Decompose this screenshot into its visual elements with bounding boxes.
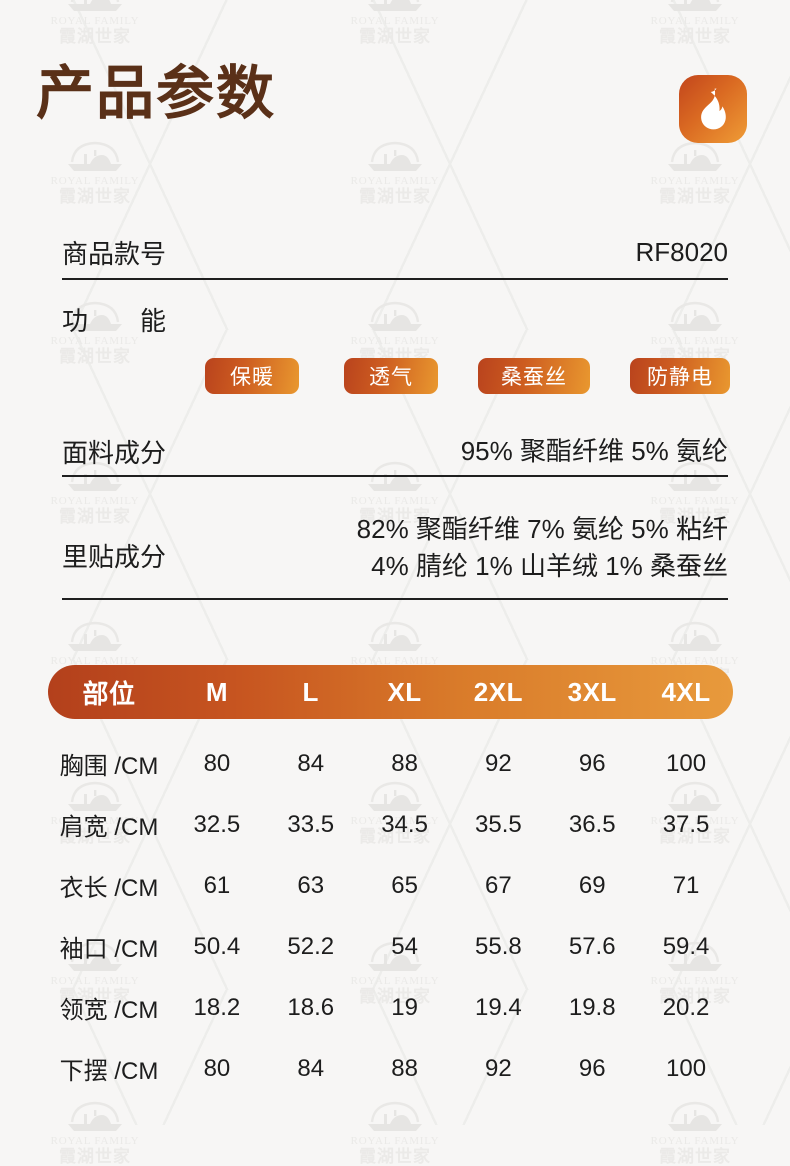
table-row-label: 胸围 /CM: [59, 753, 159, 780]
spec-row-model: 商品款号 RF8020: [62, 234, 728, 274]
table-cell: 100: [666, 1054, 707, 1082]
table-cell: 92: [485, 1054, 512, 1082]
size-table-header: 部位 M L XL 2XL 3XL 4XL: [48, 665, 733, 719]
table-row-label: 肩宽 /CM: [59, 814, 159, 841]
watermark-brand-en: ROYAL FAMILY: [350, 1135, 440, 1147]
size-table-body: 胸围 /CM 80 84 88 92 96 100 肩宽 /CM 32.5 33.5 34.5 35.…: [48, 733, 733, 1099]
table-cell: 32.5: [193, 810, 241, 838]
table-row: 胸围 /CM 80 84 88 92 96 100: [48, 733, 733, 794]
spec-label-lining: 里贴成分: [62, 542, 167, 572]
spec-value-fabric: 95% 聚酯纤维 5% 氨纶: [460, 436, 728, 466]
table-cell: 33.5: [287, 810, 335, 838]
table-cell: 36.5: [568, 810, 616, 838]
table-cell: 35.5: [475, 810, 522, 838]
table-row: 下摆 /CM 80 84 88 92 96 100: [48, 1038, 733, 1099]
spec-label-fabric: 面料成分: [62, 438, 167, 468]
table-cell: 52.2: [287, 932, 335, 960]
size-table-col-part: 部位: [82, 678, 136, 709]
table-cell: 65: [391, 871, 418, 899]
table-cell: 80: [203, 1054, 231, 1082]
table-cell: 63: [297, 871, 325, 899]
table-row-label: 衣长 /CM: [59, 875, 159, 902]
size-table-col-m: M: [205, 676, 228, 707]
size-table-col-3xl: 3XL: [567, 676, 617, 707]
table-row: 肩宽 /CM 32.5 33.5 34.5 35.5 36.5 37.5: [48, 794, 733, 855]
size-table-col-4xl: 4XL: [661, 676, 711, 707]
watermark-brand-en: ROYAL FAMILY: [650, 1135, 740, 1147]
table-cell: 71: [672, 871, 700, 899]
table-cell: 84: [297, 749, 325, 777]
spec-row-lining: 里贴成分 82% 聚酯纤维 7% 氨纶 5% 粘纤 4% 腈纶 1% 山羊绒 1…: [62, 511, 728, 587]
spec-label-model: 商品款号: [62, 239, 167, 269]
size-table-col-2xl: 2XL: [473, 676, 523, 707]
table-row-label: 袖口 /CM: [59, 936, 159, 963]
table-cell: 18.2: [193, 993, 241, 1021]
table-cell: 54: [391, 932, 418, 960]
flame-icon: [679, 75, 747, 143]
function-badge-baonuan: 保暖: [205, 358, 299, 394]
spec-value-lining: 82% 聚酯纤维 7% 氨纶 5% 粘纤 4% 腈纶 1% 山羊绒 1% 桑蚕丝: [356, 514, 728, 581]
spec-row-fabric: 面料成分 95% 聚酯纤维 5% 氨纶: [62, 433, 728, 473]
divider-2: [62, 475, 728, 477]
function-badge-fangjingdian: 防静电: [630, 358, 730, 394]
table-cell: 50.4: [193, 932, 241, 960]
spec-label-function: 功 能: [62, 306, 167, 336]
table-cell: 55.8: [475, 932, 522, 960]
size-table: 部位 M L XL 2XL 3XL 4XL 胸围 /CM 80 84 88 92 96 100 肩宽 /C…: [48, 665, 733, 1099]
function-badge-sangcansi: 桑蚕丝: [478, 358, 590, 394]
table-row: 领宽 /CM 18.2 18.6 19 19.4 19.8 20.2: [48, 977, 733, 1038]
watermark-brand-en: ROYAL FAMILY: [50, 1135, 140, 1147]
watermark-brand-cn: 霞湖世家: [659, 1147, 731, 1166]
table-row-label: 下摆 /CM: [59, 1058, 159, 1085]
table-cell: 19.8: [568, 993, 616, 1021]
table-cell: 96: [578, 749, 606, 777]
table-cell: 80: [203, 749, 231, 777]
watermark-brand-cn: 霞湖世家: [359, 1147, 431, 1166]
spec-row-function: 功 能: [62, 301, 728, 341]
table-cell: 18.6: [287, 993, 335, 1021]
table-row: 衣长 /CM 61 63 65 67 69 71: [48, 855, 733, 916]
table-cell: 61: [203, 871, 231, 899]
table-cell: 88: [391, 1054, 418, 1082]
divider-3: [62, 598, 728, 600]
table-cell: 69: [578, 871, 606, 899]
watermark-brand-cn: 霞湖世家: [59, 1147, 131, 1166]
spec-value-model: RF8020: [635, 237, 729, 267]
table-cell: 88: [391, 749, 418, 777]
table-cell: 59.4: [662, 932, 710, 960]
table-row: 袖口 /CM 50.4 52.2 54 55.8 57.6 59.4: [48, 916, 733, 977]
page-header: 产品参数: [0, 61, 790, 150]
table-cell: 67: [485, 871, 512, 899]
function-badge-touqi: 透气: [344, 358, 438, 394]
table-cell: 19.4: [475, 993, 522, 1021]
size-table-col-l: L: [302, 676, 319, 707]
table-cell: 96: [578, 1054, 606, 1082]
table-cell: 34.5: [381, 810, 428, 838]
size-table-col-xl: XL: [387, 676, 422, 707]
page-title: 产品参数: [36, 61, 277, 126]
table-cell: 92: [485, 749, 512, 777]
product-spec-page: 产品参数 商品款号 RF8020 功 能 保暖 透气 桑蚕丝 防静电 面料成分 …: [0, 61, 790, 1099]
divider-1: [62, 278, 728, 280]
table-cell: 57.6: [568, 932, 616, 960]
table-cell: 37.5: [662, 810, 710, 838]
table-cell: 20.2: [662, 993, 710, 1021]
table-cell: 100: [666, 749, 707, 777]
table-cell: 84: [297, 1054, 325, 1082]
table-cell: 19: [391, 993, 418, 1021]
table-row-label: 领宽 /CM: [59, 997, 159, 1024]
function-badge-list: 保暖 透气 桑蚕丝 防静电: [205, 358, 730, 394]
